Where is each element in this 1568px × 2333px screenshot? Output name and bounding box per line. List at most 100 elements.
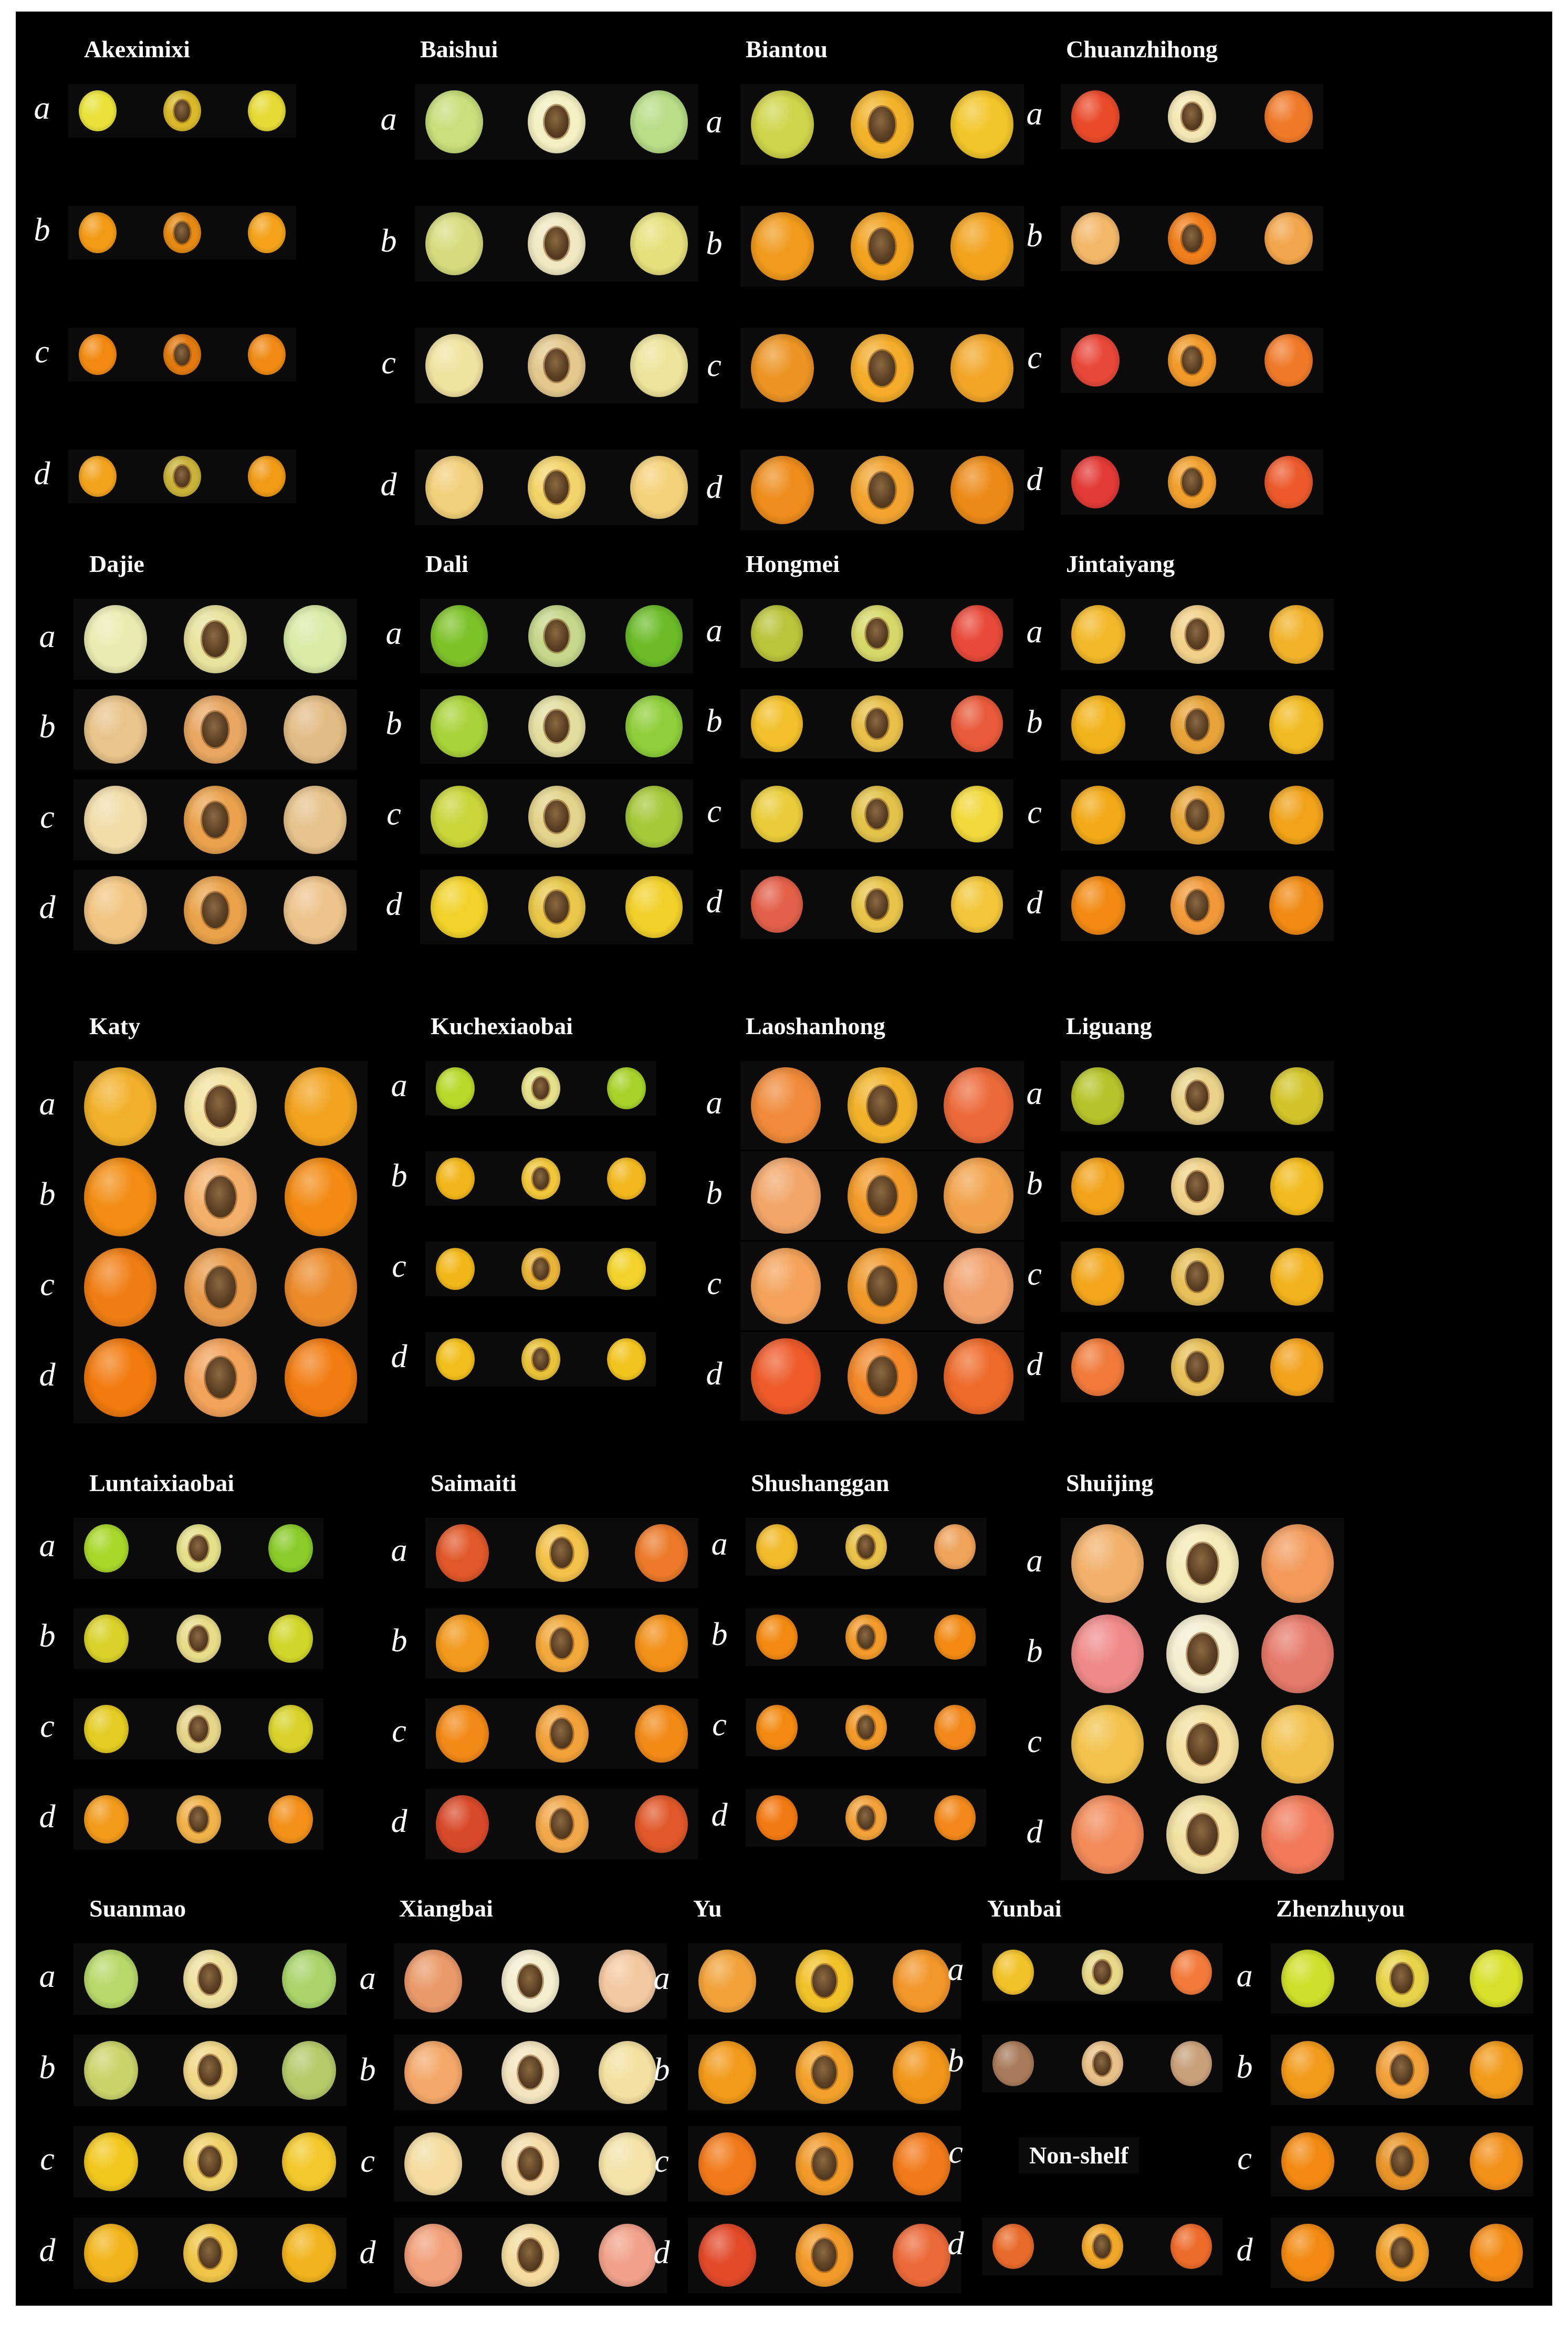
fruit-whole-photo: [1470, 2224, 1523, 2282]
fruit-whole-photo: [950, 212, 1013, 280]
fruit-half-photo: [851, 695, 903, 752]
fruit-half-photo: [1375, 2224, 1429, 2282]
fruit-half-photo: [1166, 1524, 1239, 1603]
row-label: a: [34, 90, 50, 126]
fruit-half-photo: [184, 695, 247, 764]
cultivar-panel: Suanmao a b c d: [32, 1881, 357, 2333]
fruit-row: [1061, 450, 1323, 515]
fruit-whole-photo: [751, 876, 803, 933]
cultivar-name: Dajie: [89, 550, 144, 577]
fruit-whole-photo: [1261, 1795, 1334, 1874]
cultivar-panel: Baishui a b c d: [373, 22, 709, 525]
row-label: b: [1236, 2049, 1253, 2085]
fruit-whole-photo: [284, 605, 347, 673]
fruit-row: [740, 328, 1024, 409]
row-label: a: [706, 1085, 723, 1121]
cultivar-name: Liguang: [1066, 1013, 1152, 1039]
row-label: d: [706, 884, 723, 920]
row-label: a: [706, 104, 723, 140]
fruit-whole-photo: [1261, 1705, 1334, 1784]
fruit-row: [740, 206, 1024, 287]
row-label: d: [391, 1339, 407, 1374]
fruit-whole-photo: [1264, 334, 1313, 387]
fruit-row: [740, 689, 1013, 758]
fruit-whole-photo: [599, 2041, 656, 2104]
fruit-row: [740, 1061, 1024, 1150]
row-label: b: [1026, 1633, 1043, 1669]
fruit-whole-photo: [951, 695, 1003, 752]
fruit-whole-photo: [625, 876, 683, 938]
fruit-row: [74, 1061, 368, 1152]
row-label: a: [1236, 1958, 1253, 1994]
row-label: a: [39, 619, 56, 654]
fruit-whole-photo: [84, 2224, 138, 2283]
fruit-whole-photo: [79, 456, 117, 497]
cultivar-name: Katy: [89, 1013, 141, 1039]
fruit-half-photo: [528, 212, 586, 275]
fruit-row: [425, 1242, 656, 1296]
fruit-whole-photo: [84, 2132, 138, 2191]
row-label: b: [1026, 218, 1043, 254]
fruit-half-photo: [184, 876, 247, 944]
fruit-half-photo: [521, 1067, 560, 1109]
fruit-whole-photo: [607, 1248, 646, 1290]
fruit-half-photo: [521, 1158, 560, 1200]
row-label: d: [39, 1799, 56, 1835]
cultivar-name: Biantou: [746, 36, 828, 63]
fruit-row: [1061, 1332, 1334, 1402]
fruit-row: [425, 1151, 656, 1206]
fruit-whole-photo: [1071, 1158, 1124, 1215]
fruit-row: [740, 1151, 1024, 1240]
fruit-whole-photo: [751, 212, 814, 280]
fruit-whole-photo: [951, 876, 1003, 933]
fruit-half-photo: [183, 2041, 237, 2100]
fruit-whole-photo: [268, 1615, 313, 1663]
fruit-whole-photo: [79, 212, 117, 253]
row-label: b: [39, 1176, 56, 1212]
cultivar-panel: Katy a b c d: [32, 1004, 378, 1456]
fruit-row: [1271, 2035, 1533, 2105]
fruit-row: [688, 2035, 961, 2110]
fruit-whole-photo: [607, 1067, 646, 1109]
cultivar-panel: Kuchexiaobai a b c d: [383, 1004, 698, 1456]
fruit-whole-photo: [1269, 605, 1323, 664]
row-label: d: [711, 1797, 728, 1833]
fruit-half-photo: [1170, 695, 1225, 754]
fruit-row: [1061, 599, 1334, 670]
fruit-whole-photo: [950, 334, 1013, 402]
fruit-half-photo: [521, 1248, 560, 1290]
fruit-half-photo: [851, 334, 914, 402]
fruit-whole-photo: [1071, 786, 1125, 845]
row-label: b: [947, 2043, 964, 2079]
cultivar-panel: Jintaiyang a b c d: [1019, 547, 1344, 999]
cultivar-name: Baishui: [420, 36, 498, 63]
fruit-whole-photo: [282, 1950, 336, 2008]
fruit-row: [740, 1242, 1024, 1330]
fruit-whole-photo: [1269, 876, 1323, 935]
fruit-row: [420, 599, 693, 673]
fruit-row: [1061, 779, 1334, 851]
fruit-whole-photo: [756, 1705, 798, 1750]
fruit-whole-photo: [404, 2041, 462, 2104]
fruit-row: [74, 1151, 368, 1243]
fruit-half-photo: [847, 1338, 917, 1414]
fruit-row: [1061, 206, 1323, 271]
row-label: c: [40, 2141, 55, 2177]
fruit-half-photo: [1375, 2132, 1429, 2190]
fruit-whole-photo: [436, 1248, 475, 1290]
fruit-row: [1061, 1518, 1344, 1609]
row-label: c: [1027, 795, 1042, 830]
row-label: b: [39, 709, 56, 745]
fruit-half-photo: [851, 90, 914, 159]
row-label: b: [391, 1158, 407, 1194]
fruit-whole-photo: [934, 1705, 976, 1750]
fruit-whole-photo: [285, 1248, 357, 1327]
cultivar-name: Kuchexiaobai: [431, 1013, 573, 1039]
row-label: a: [1026, 96, 1043, 132]
fruit-whole-photo: [607, 1338, 646, 1380]
fruit-row: [425, 1789, 698, 1859]
row-label: d: [391, 1804, 407, 1839]
fruit-whole-photo: [84, 1338, 156, 1417]
fruit-whole-photo: [751, 786, 803, 842]
row-label: c: [707, 348, 722, 383]
